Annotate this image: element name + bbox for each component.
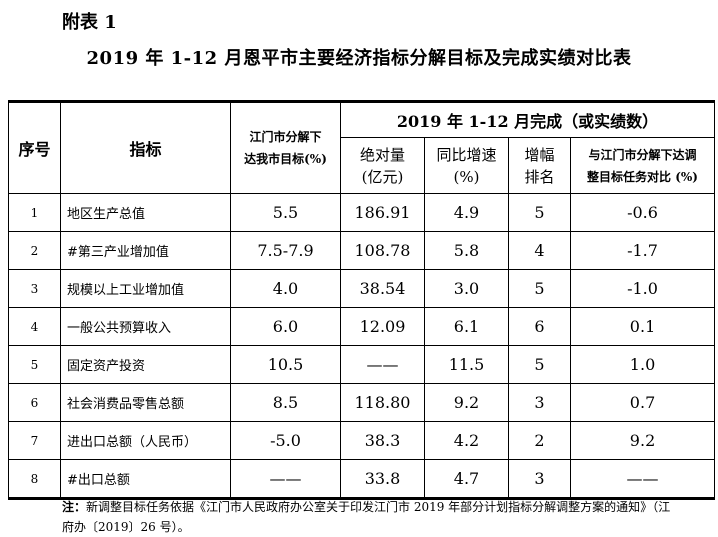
row-indicator: 社会消费品零售总额 [60,383,231,422]
header-compare: 与江门市分解下达调 整目标任务对比 (%) [569,137,716,194]
row-absolute: —— [340,345,425,384]
row-target: 7.5-7.9 [230,231,341,270]
row-compare: -1.0 [569,269,716,308]
row-compare: 0.1 [569,307,716,346]
footnote-text: 新调整目标任务依据《江门市人民政府办公室关于印发江门市 2019 年部分计划指标… [62,500,671,534]
table-row: 7 进出口总额（人民币） -5.0 38.3 4.2 2 9.2 [8,421,716,460]
row-growth: 9.2 [424,383,509,422]
row-rank: 2 [508,421,571,460]
indicators-table: 序号 指标 江门市分解下 达我市目标(%) 2019 年 1-12 月完成（或实… [8,100,716,500]
header-rank-line1: 增幅 [524,145,555,164]
table-body: 1 地区生产总值 5.5 186.91 4.9 5 -0.6 2 #第三产业增加值 7.5-7.9… [8,193,716,499]
row-rank: 3 [508,383,571,422]
row-absolute: 12.09 [340,307,425,346]
row-absolute: 38.3 [340,421,425,460]
table-row: 5 固定资产投资 10.5 —— 11.5 5 1.0 [8,345,716,384]
row-seq: 7 [8,421,61,460]
table-row: 2 #第三产业增加值 7.5-7.9 108.78 5.8 4 -1.7 [8,231,716,270]
header-absolute: 绝对量 (亿元) [340,137,425,194]
header-target-line1: 江门市分解下 [249,130,322,144]
row-absolute: 108.78 [340,231,425,270]
row-target: -5.0 [230,421,341,460]
row-growth: 11.5 [424,345,509,384]
row-compare: 9.2 [569,421,716,460]
header-target-line2: 达我市目标(%) [244,152,327,166]
header-growth: 同比增速 (%) [424,137,509,194]
row-seq: 4 [8,307,61,346]
table-row: 4 一般公共预算收入 6.0 12.09 6.1 6 0.1 [8,307,716,346]
row-rank: 5 [508,193,571,232]
row-seq: 5 [8,345,61,384]
row-growth: 3.0 [424,269,509,308]
header-compare-line2: 整目标任务对比 (%) [587,169,698,184]
header-absolute-line1: 绝对量 [359,145,405,164]
row-compare: 1.0 [569,345,716,384]
row-target: 8.5 [230,383,341,422]
row-compare: -1.7 [569,231,716,270]
row-rank: 6 [508,307,571,346]
header-seq: 序号 [8,101,61,194]
table-title: 2019 年 1-12 月恩平市主要经济指标分解目标及完成实绩对比表 [86,48,632,69]
table-row: 3 规模以上工业增加值 4.0 38.54 3.0 5 -1.0 [8,269,716,308]
row-target: —— [230,459,341,499]
footnote: 注：新调整目标任务依据《江门市人民政府办公室关于印发江门市 2019 年部分计划… [62,497,682,537]
footnote-label: 注： [62,500,87,514]
row-rank: 5 [508,345,571,384]
row-indicator: #第三产业增加值 [60,231,231,270]
header-compare-line1: 与江门市分解下达调 [588,147,697,162]
header-rank-line2: 排名 [524,167,555,186]
row-absolute: 118.80 [340,383,425,422]
header-completed-group: 2019 年 1-12 月完成（或实绩数） [339,101,716,138]
row-absolute: 186.91 [340,193,425,232]
row-target: 10.5 [230,345,341,384]
table-row: 6 社会消费品零售总额 8.5 118.80 9.2 3 0.7 [8,383,716,422]
row-indicator: 进出口总额（人民币） [60,421,231,460]
row-growth: 5.8 [424,231,509,270]
appendix-label: 附表 1 [62,12,117,33]
row-indicator: 规模以上工业增加值 [60,269,231,308]
row-absolute: 33.8 [340,459,425,499]
row-growth: 4.2 [424,421,509,460]
row-compare: 0.7 [569,383,716,422]
row-seq: 6 [8,383,61,422]
row-indicator: #出口总额 [60,459,231,499]
header-indicator: 指标 [60,101,231,194]
header-target: 江门市分解下 达我市目标(%) [230,101,341,194]
row-rank: 3 [508,459,571,499]
header-absolute-line2: (亿元) [361,167,404,186]
header-rank: 增幅 排名 [508,137,571,194]
row-target: 6.0 [230,307,341,346]
row-rank: 4 [508,231,571,270]
row-compare: —— [569,459,716,499]
row-indicator: 地区生产总值 [60,193,231,232]
row-target: 4.0 [230,269,341,308]
row-seq: 2 [8,231,61,270]
row-target: 5.5 [230,193,341,232]
header-growth-line1: 同比增速 [436,145,497,164]
row-growth: 6.1 [424,307,509,346]
row-compare: -0.6 [569,193,716,232]
row-indicator: 一般公共预算收入 [60,307,231,346]
row-rank: 5 [508,269,571,308]
row-indicator: 固定资产投资 [60,345,231,384]
row-absolute: 38.54 [340,269,425,308]
table-row: 8 #出口总额 —— 33.8 4.7 3 —— [8,459,716,499]
row-seq: 1 [8,193,61,232]
table-row: 1 地区生产总值 5.5 186.91 4.9 5 -0.6 [8,193,716,232]
header-growth-line2: (%) [453,167,480,186]
row-seq: 3 [8,269,61,308]
row-growth: 4.7 [424,459,509,499]
row-growth: 4.9 [424,193,509,232]
row-seq: 8 [8,459,61,499]
